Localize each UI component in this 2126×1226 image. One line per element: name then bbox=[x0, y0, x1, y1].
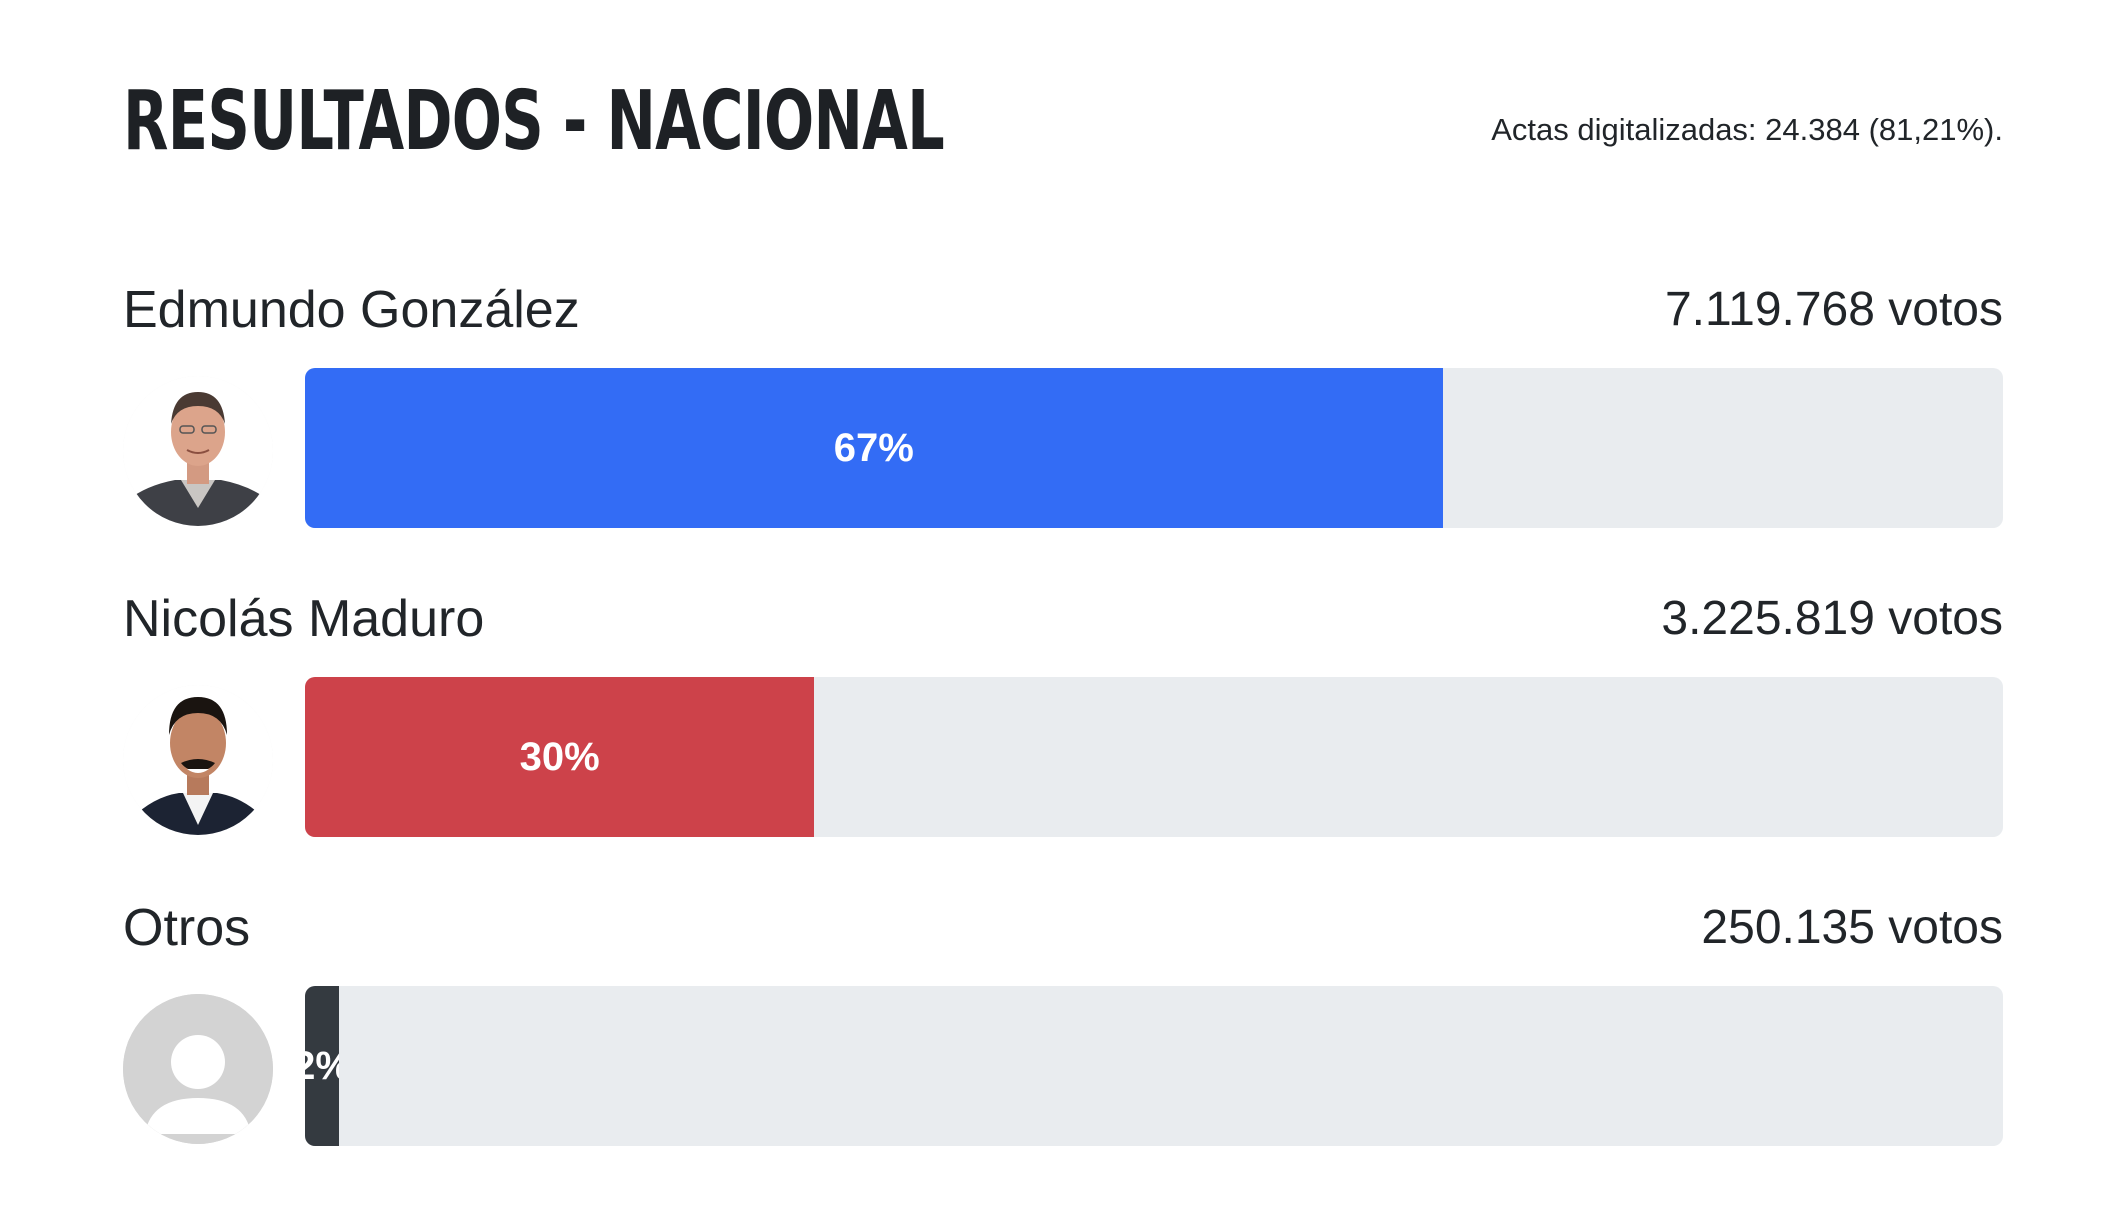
default-user-icon-image bbox=[123, 994, 273, 1144]
candidate-name: Nicolás Maduro bbox=[123, 590, 485, 648]
candidate-row-gonzalez: Edmundo González 7.119.768 votos 67% bbox=[123, 278, 2003, 578]
page-title: RESULTADOS - NACIONAL bbox=[123, 74, 945, 169]
vote-progress-bar: 67% bbox=[305, 368, 1443, 528]
candidate-photo-gonzalez-image bbox=[123, 376, 273, 526]
vote-percent-label: 67% bbox=[833, 426, 914, 470]
candidate-row-maduro: Nicolás Maduro 3.225.819 votos 30% bbox=[123, 587, 2003, 887]
default-user-icon bbox=[123, 994, 273, 1144]
vote-progress-track: 2% bbox=[305, 986, 2003, 1146]
vote-progress-bar: 30% bbox=[305, 677, 815, 837]
candidate-name: Otros bbox=[123, 899, 251, 957]
candidate-row-otros: Otros 250.135 votos 2% bbox=[123, 896, 2003, 1196]
vote-progress-track: 67% bbox=[305, 368, 2003, 528]
vote-progress-track: 30% bbox=[305, 677, 2003, 837]
vote-percent-label: 2% bbox=[305, 1042, 339, 1090]
candidate-photo-maduro bbox=[123, 685, 273, 835]
candidate-photo-gonzalez bbox=[123, 376, 273, 526]
candidate-votes: 3.225.819 votos bbox=[1661, 592, 2003, 645]
candidate-votes: 7.119.768 votos bbox=[1664, 283, 2003, 336]
actas-digitalizadas-text: Actas digitalizadas: 24.384 (81,21%). bbox=[1491, 112, 2003, 147]
vote-progress-bar: 2% bbox=[305, 986, 339, 1146]
results-header: RESULTADOS - NACIONAL Actas digitalizada… bbox=[123, 72, 2003, 172]
candidate-name: Edmundo González bbox=[123, 281, 580, 339]
vote-percent-label: 30% bbox=[519, 735, 600, 779]
candidate-votes: 250.135 votos bbox=[1701, 901, 2003, 954]
candidate-photo-maduro-image bbox=[123, 685, 273, 835]
